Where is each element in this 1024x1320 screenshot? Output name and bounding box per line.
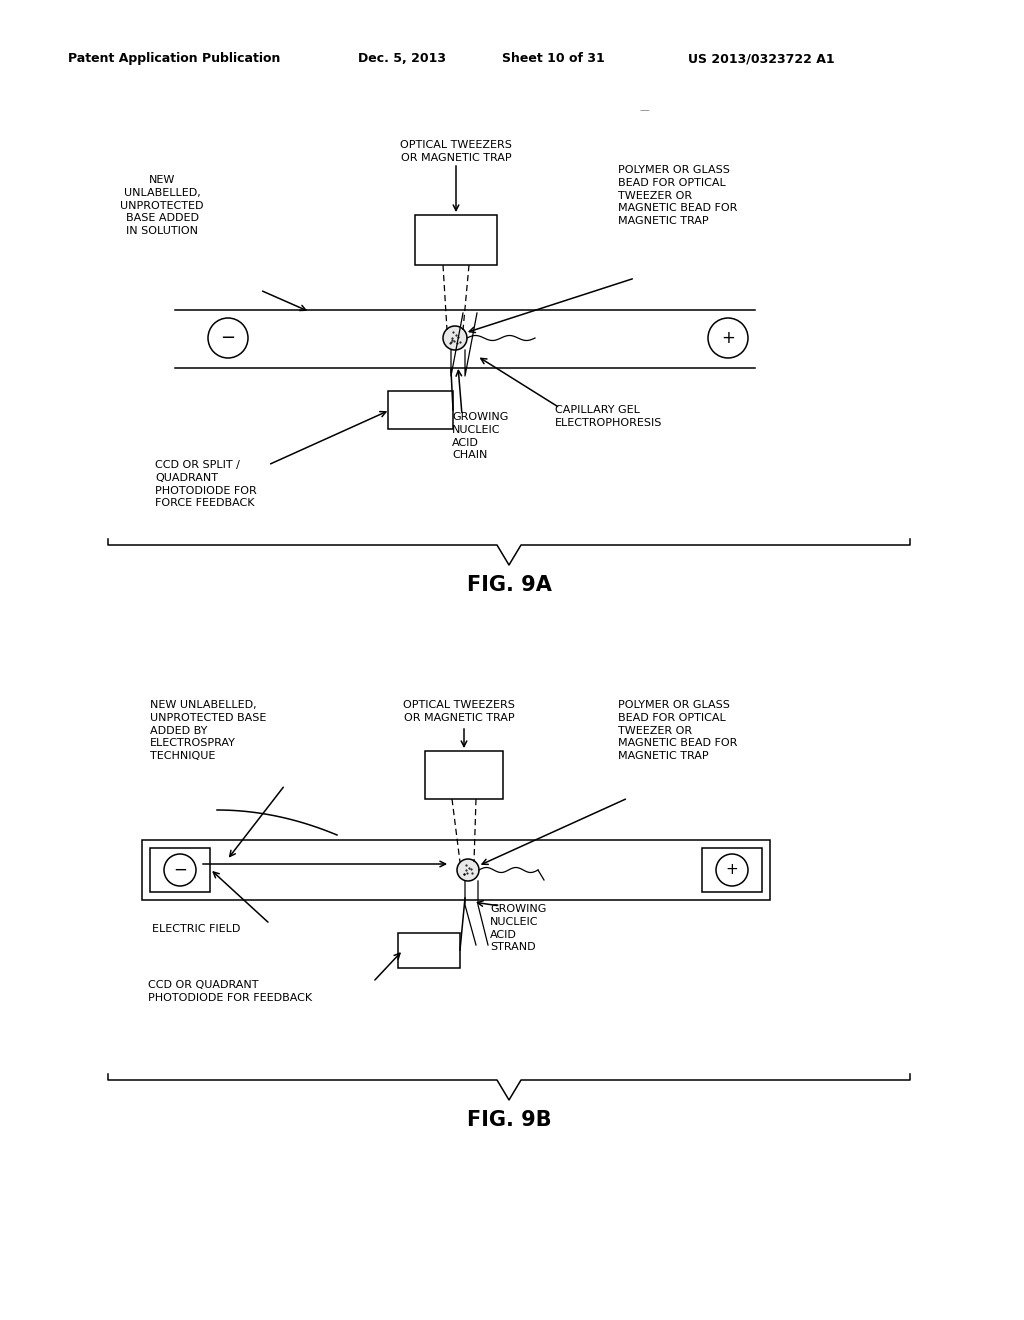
Text: OPTICAL TWEEZERS
OR MAGNETIC TRAP: OPTICAL TWEEZERS OR MAGNETIC TRAP <box>403 700 515 723</box>
Text: +: + <box>726 862 738 878</box>
Text: FIG. 9A: FIG. 9A <box>467 576 552 595</box>
Text: FIG. 9B: FIG. 9B <box>467 1110 551 1130</box>
Text: Sheet 10 of 31: Sheet 10 of 31 <box>502 51 605 65</box>
Text: +: + <box>721 329 735 347</box>
Circle shape <box>457 859 479 880</box>
Text: OPTICAL TWEEZERS
OR MAGNETIC TRAP: OPTICAL TWEEZERS OR MAGNETIC TRAP <box>400 140 512 162</box>
Bar <box>415 215 497 265</box>
Bar <box>388 391 453 429</box>
Circle shape <box>208 318 248 358</box>
Circle shape <box>443 326 467 350</box>
Bar <box>150 847 210 892</box>
Text: CCD OR SPLIT /
QUADRANT
PHOTODIODE FOR
FORCE FEEDBACK: CCD OR SPLIT / QUADRANT PHOTODIODE FOR F… <box>155 459 257 508</box>
Circle shape <box>716 854 748 886</box>
Text: US 2013/0323722 A1: US 2013/0323722 A1 <box>688 51 835 65</box>
Text: Patent Application Publication: Patent Application Publication <box>68 51 281 65</box>
Bar <box>702 847 762 892</box>
Bar <box>425 751 503 799</box>
Text: CAPILLARY GEL
ELECTROPHORESIS: CAPILLARY GEL ELECTROPHORESIS <box>555 405 663 428</box>
Text: CCD OR QUADRANT
PHOTODIODE FOR FEEDBACK: CCD OR QUADRANT PHOTODIODE FOR FEEDBACK <box>148 979 312 1003</box>
Text: NEW
UNLABELLED,
UNPROTECTED
BASE ADDED
IN SOLUTION: NEW UNLABELLED, UNPROTECTED BASE ADDED I… <box>120 176 204 236</box>
Text: NEW UNLABELLED,
UNPROTECTED BASE
ADDED BY
ELECTROSPRAY
TECHNIQUE: NEW UNLABELLED, UNPROTECTED BASE ADDED B… <box>150 700 266 762</box>
Text: GROWING
NUCLEIC
ACID
CHAIN: GROWING NUCLEIC ACID CHAIN <box>452 412 508 461</box>
Text: —: — <box>640 106 650 115</box>
Text: POLYMER OR GLASS
BEAD FOR OPTICAL
TWEEZER OR
MAGNETIC BEAD FOR
MAGNETIC TRAP: POLYMER OR GLASS BEAD FOR OPTICAL TWEEZE… <box>618 165 737 226</box>
Text: −: − <box>173 861 187 879</box>
Bar <box>142 840 770 900</box>
Text: POLYMER OR GLASS
BEAD FOR OPTICAL
TWEEZER OR
MAGNETIC BEAD FOR
MAGNETIC TRAP: POLYMER OR GLASS BEAD FOR OPTICAL TWEEZE… <box>618 700 737 762</box>
Circle shape <box>708 318 748 358</box>
Text: −: − <box>220 329 236 347</box>
Text: Dec. 5, 2013: Dec. 5, 2013 <box>358 51 446 65</box>
Text: ELECTRIC FIELD: ELECTRIC FIELD <box>152 924 241 935</box>
Circle shape <box>164 854 196 886</box>
Bar <box>398 933 460 968</box>
Text: GROWING
NUCLEIC
ACID
STRAND: GROWING NUCLEIC ACID STRAND <box>490 904 547 953</box>
